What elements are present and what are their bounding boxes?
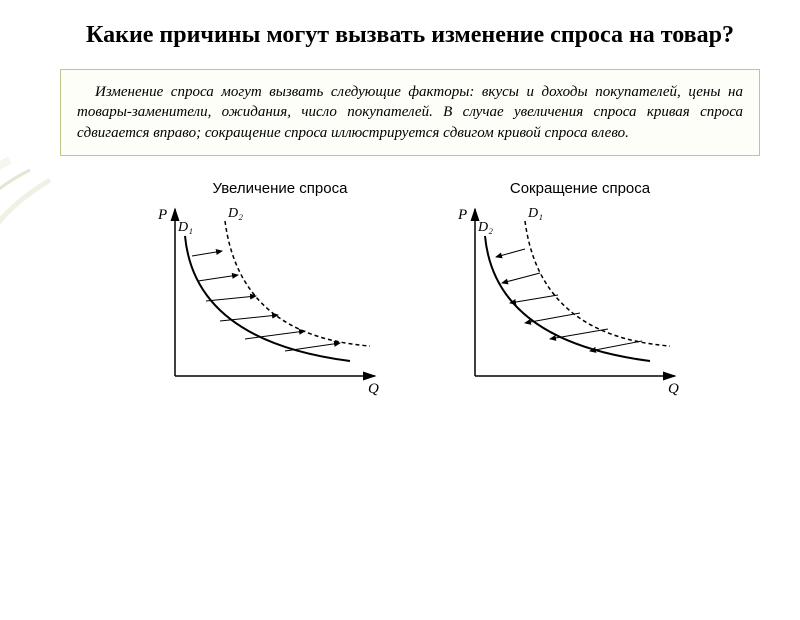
curve-d2-label: D₂ <box>227 206 243 221</box>
charts-container: Увеличение спроса P Q <box>100 180 760 401</box>
curve-d1-label: D₁ <box>177 220 193 235</box>
chart-decrease-demand: Сокращение спроса P Q D₁ <box>450 180 710 401</box>
curve-d1 <box>185 236 350 361</box>
curve-d1 <box>525 221 670 346</box>
x-axis-label: Q <box>668 381 679 397</box>
explanation-paragraph: Изменение спроса могут вызвать следующие… <box>60 69 760 156</box>
chart-increase-demand: Увеличение спроса P Q <box>150 180 410 401</box>
curve-d1-label: D₁ <box>527 206 543 221</box>
curve-d2 <box>225 221 370 346</box>
x-axis-label: Q <box>368 381 379 397</box>
chart-left-svg: P Q D₁ D₂ <box>150 201 390 401</box>
y-axis-label: P <box>457 207 467 223</box>
page-title: Какие причины могут вызвать изменение сп… <box>60 20 760 51</box>
curve-d2 <box>485 236 650 361</box>
curve-d2-label: D₂ <box>477 220 493 235</box>
y-axis-label: P <box>157 207 167 223</box>
chart-right-svg: P Q D₁ D₂ <box>450 201 690 401</box>
chart-right-title: Сокращение спроса <box>450 180 710 197</box>
chart-left-title: Увеличение спроса <box>150 180 410 197</box>
shift-arrows <box>496 249 642 351</box>
